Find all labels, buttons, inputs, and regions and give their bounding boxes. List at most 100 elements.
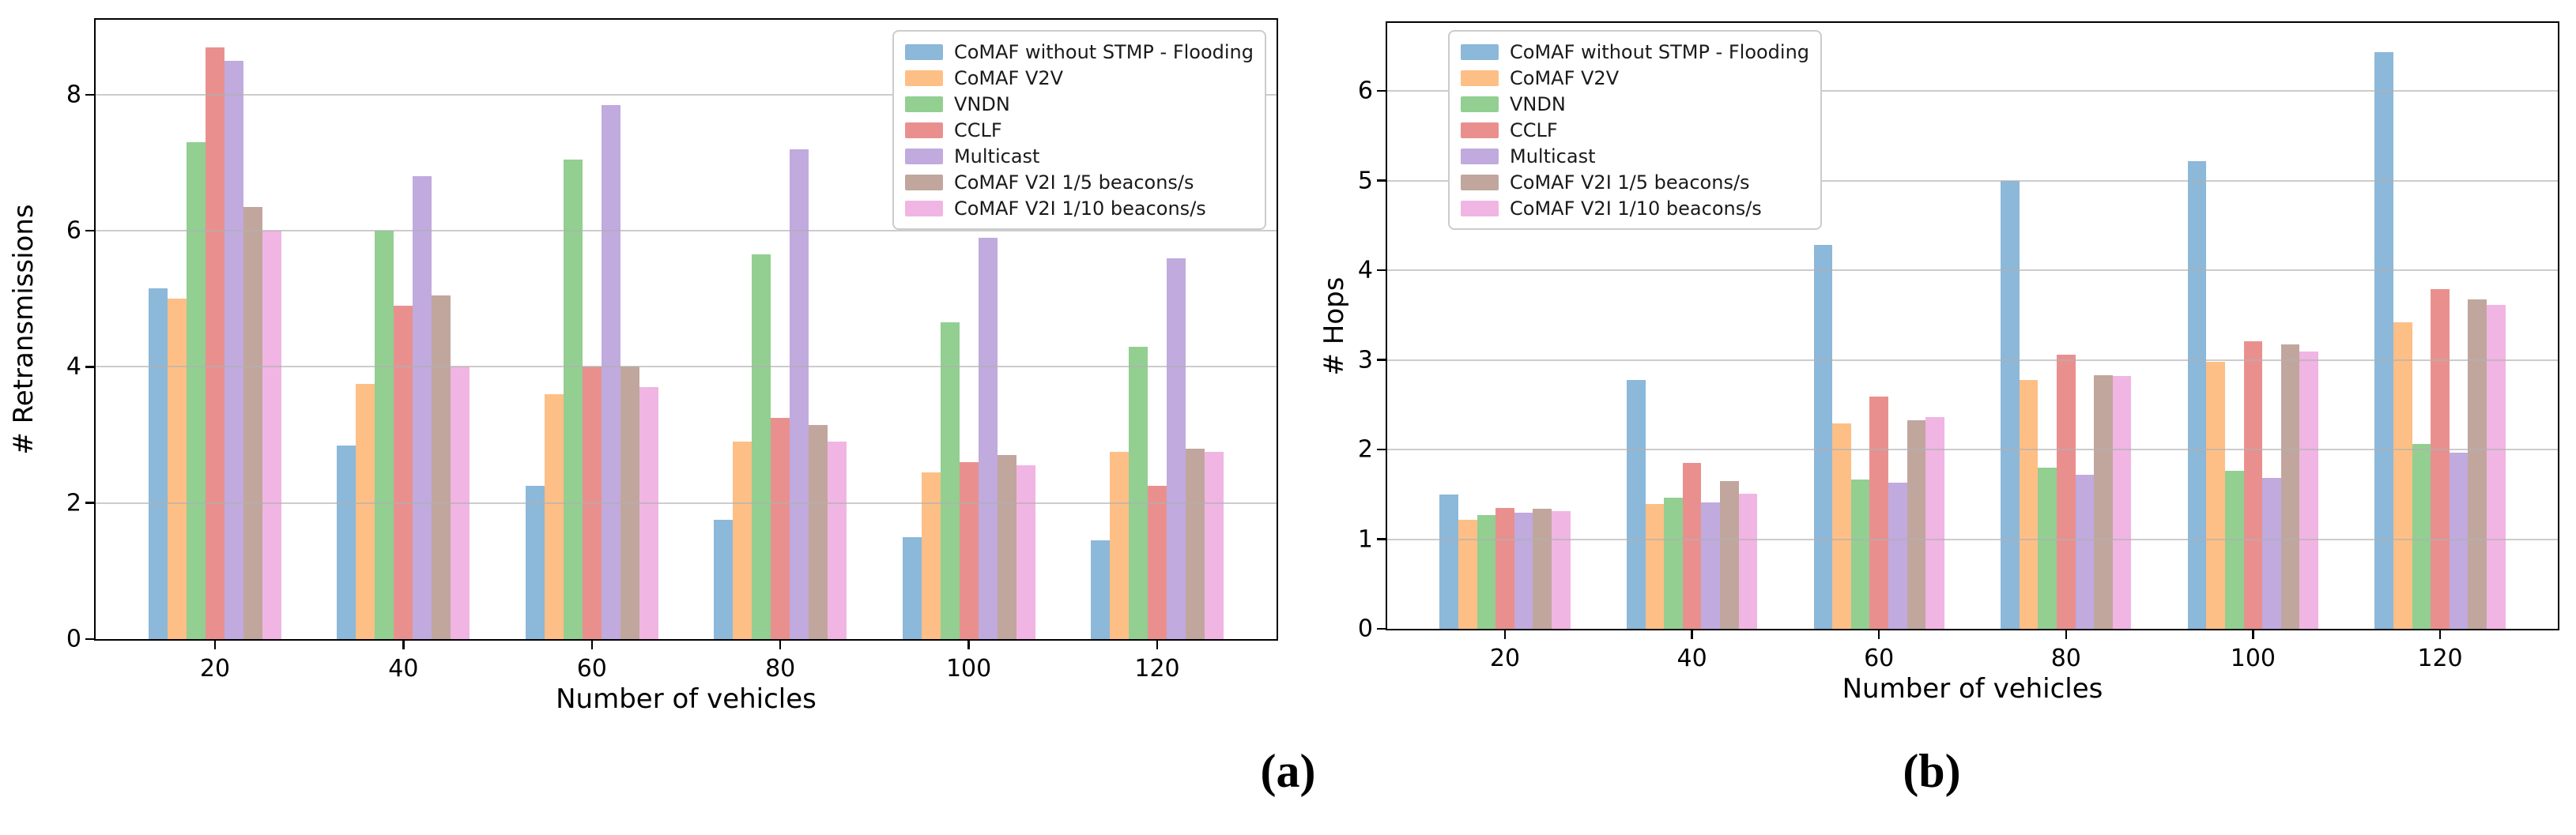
y-tick-label: 1 — [1357, 525, 1373, 554]
legend-label: CoMAF V2I 1/10 beacons/s — [1510, 197, 1762, 220]
bar — [2112, 376, 2132, 629]
gridline — [1387, 359, 2558, 361]
bar — [1907, 419, 1926, 629]
x-tick-mark — [1156, 641, 1159, 649]
gridline — [1387, 269, 2558, 272]
y-tick-label: 5 — [1357, 167, 1373, 195]
x-axis-label: Number of vehicles — [1842, 673, 2103, 705]
bar — [394, 305, 413, 639]
legend-row: CoMAF without STMP - Flooding — [904, 39, 1254, 65]
bar — [2001, 180, 2020, 629]
x-tick-label: 20 — [1489, 645, 1521, 672]
legend-row: VNDN — [1461, 91, 1809, 117]
bar — [771, 418, 790, 639]
legend-label: Multicast — [1510, 145, 1596, 167]
y-tick-mark — [1377, 359, 1386, 361]
legend-row: CCLF — [1461, 117, 1809, 143]
x-tick-mark — [967, 641, 970, 649]
bar — [1888, 483, 1907, 629]
bar — [243, 206, 262, 639]
bar — [733, 442, 752, 639]
bar — [149, 288, 168, 639]
y-tick-mark — [1377, 538, 1386, 540]
x-tick-mark — [2065, 630, 2068, 639]
x-tick-mark — [402, 641, 405, 649]
bar — [544, 393, 564, 639]
bar — [432, 295, 451, 639]
legend-swatch — [904, 174, 943, 190]
bar — [1925, 417, 1944, 629]
bar — [2075, 474, 2095, 629]
y-tick-label: 6 — [1357, 77, 1373, 105]
bar — [714, 520, 734, 639]
bar — [1167, 258, 1186, 639]
y-tick-mark — [85, 638, 94, 641]
legend-label: Multicast — [953, 145, 1040, 167]
bar — [2487, 305, 2506, 629]
bar — [2280, 344, 2300, 629]
x-tick-label: 40 — [1676, 645, 1707, 672]
y-tick-mark — [1377, 179, 1386, 182]
legend-row: Multicast — [904, 143, 1254, 169]
gridline — [96, 502, 1277, 504]
legend-swatch — [1461, 174, 1499, 190]
legend-row: CoMAF V2V — [1461, 65, 1809, 91]
x-tick-mark — [213, 641, 217, 649]
bar — [940, 322, 960, 639]
x-tick-mark — [2252, 630, 2254, 639]
x-tick-label: 20 — [199, 655, 231, 683]
bar — [1850, 479, 1870, 629]
bar — [809, 424, 828, 639]
bar — [752, 254, 771, 639]
bar — [1813, 245, 1833, 629]
bar — [2019, 379, 2039, 629]
x-tick-mark — [2438, 630, 2442, 639]
legend: CoMAF without STMP - Flooding CoMAF V2V VN… — [1448, 30, 1823, 230]
y-tick-mark — [1377, 448, 1386, 451]
legend-swatch — [1461, 70, 1499, 86]
bar — [978, 237, 998, 639]
bar — [1016, 465, 1035, 639]
legend-swatch — [904, 96, 943, 112]
bar — [2374, 52, 2393, 629]
legend-label: VNDN — [1510, 92, 1566, 115]
bar — [1869, 397, 1888, 629]
y-tick-label: 3 — [1357, 346, 1373, 374]
bar — [1458, 519, 1477, 629]
bar — [1682, 463, 1702, 629]
bar — [1645, 504, 1665, 629]
y-tick-mark — [85, 366, 94, 368]
bar — [413, 176, 432, 639]
bar — [1148, 486, 1167, 639]
bar — [2094, 374, 2113, 629]
panel-b-chart: 0 1 2 3 4 5 6 20 40 60 80 100 120 Number of vehicles #… — [1288, 0, 2576, 835]
bar — [2468, 299, 2487, 629]
bar — [601, 104, 620, 639]
bar — [2057, 354, 2076, 629]
y-tick-label: 6 — [66, 216, 81, 245]
bar — [2187, 160, 2207, 629]
x-tick-label: 100 — [2230, 645, 2276, 672]
bar — [2038, 467, 2057, 629]
bar — [2412, 444, 2431, 629]
legend-label: CoMAF without STMP - Flooding — [953, 40, 1254, 63]
x-tick-mark — [1503, 630, 1507, 639]
bar — [639, 387, 658, 639]
legend-row: CoMAF V2I 1/5 beacons/s — [904, 169, 1254, 195]
y-tick-label: 0 — [66, 625, 81, 653]
bar — [959, 462, 979, 639]
bar — [2243, 340, 2263, 629]
y-tick-mark — [85, 93, 94, 96]
bar — [187, 142, 206, 639]
x-tick-label: 80 — [2050, 645, 2081, 672]
x-tick-label: 80 — [765, 655, 796, 683]
legend-swatch — [904, 200, 943, 216]
bar — [1514, 512, 1533, 629]
legend-swatch — [904, 122, 943, 138]
bar — [1186, 448, 1205, 639]
x-tick-mark — [1877, 630, 1880, 639]
bar — [2431, 289, 2450, 629]
legend-label: CCLF — [1510, 118, 1558, 141]
bar — [1533, 509, 1552, 629]
